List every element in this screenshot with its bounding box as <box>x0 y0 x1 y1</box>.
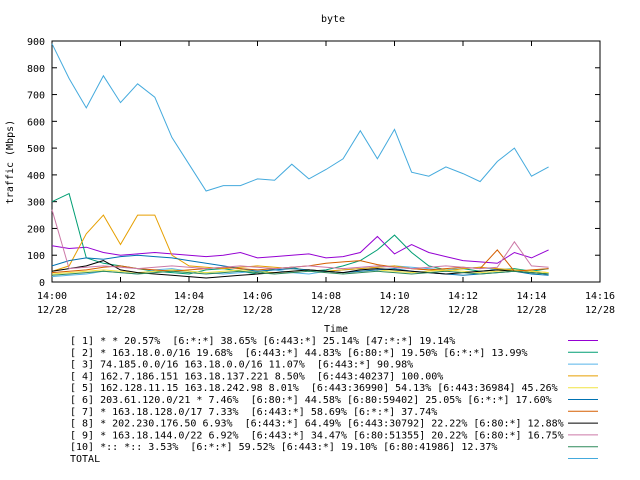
legend: [ 1] * * 20.57% [6:*:*] 38.65% [6:443:*]… <box>70 336 598 465</box>
x-tick-date-label: 12/28 <box>174 305 204 316</box>
y-tick-label: 400 <box>27 171 45 182</box>
y-axis-label: traffic (Mbps) <box>5 120 16 204</box>
legend-label: [ 8] * 202.230.176.50 6.93% [6:443:*] 64… <box>70 419 564 430</box>
x-tick-label: 14:08 <box>311 291 341 302</box>
x-tick-label: 14:06 <box>242 291 272 302</box>
legend-label: [ 5] 162.128.11.15 163.18.242.98 8.01% [… <box>70 383 558 394</box>
x-tick-date-label: 12/28 <box>448 305 478 316</box>
x-tick-date-label: 12/28 <box>379 305 409 316</box>
x-tick-date-label: 12/28 <box>311 305 341 316</box>
chart-title: byte <box>321 14 345 25</box>
y-tick-label: 300 <box>27 198 45 209</box>
y-tick-label: 700 <box>27 91 45 102</box>
legend-label: [ 3] 74.185.0.0/16 163.18.0.0/16 11.07% … <box>70 360 413 371</box>
x-tick-label: 14:14 <box>516 291 546 302</box>
x-tick-label: 14:04 <box>174 291 204 302</box>
series-line-4 <box>51 214 549 274</box>
y-tick-label: 100 <box>27 251 45 262</box>
y-tick-label: 600 <box>27 117 45 128</box>
x-tick-date-label: 12/28 <box>516 305 546 316</box>
x-tick-label: 14:12 <box>448 291 478 302</box>
x-axis-label: Time <box>324 324 348 335</box>
series-line-9 <box>51 209 549 270</box>
legend-label: [ 6] 203.61.120.0/21 * 7.46% [6:80:*] 44… <box>70 395 552 406</box>
x-tick-date-label: 12/28 <box>242 305 272 316</box>
x-tick-date-label: 12/28 <box>585 305 615 316</box>
legend-label: TOTAL <box>70 454 100 465</box>
legend-label: [ 7] * 163.18.128.0/17 7.33% [6:443:*] 5… <box>70 407 437 418</box>
series-line-10 <box>51 270 549 276</box>
legend-label: [ 9] * 163.18.144.0/22 6.92% [6:443:*] 3… <box>70 430 564 441</box>
y-tick-label: 500 <box>27 144 45 155</box>
y-tick-label: 0 <box>39 278 45 289</box>
y-tick-label: 200 <box>27 224 45 235</box>
series-line-11 <box>51 43 549 192</box>
legend-label: [ 2] * 163.18.0.0/16 19.68% [6:443:*] 44… <box>70 348 528 359</box>
series-line-1 <box>51 235 549 264</box>
axes: 0 100 200 300 400 500 600 700 800 900 14:00 12/28 14… <box>27 37 615 316</box>
x-tick-date-label: 12/28 <box>37 305 67 316</box>
x-tick-label: 14:00 <box>37 291 67 302</box>
x-tick-label: 14:10 <box>379 291 409 302</box>
x-tick-date-label: 12/28 <box>105 305 135 316</box>
y-tick-label: 900 <box>27 37 45 48</box>
plot-lines <box>51 43 549 279</box>
legend-label: [ 4] 162.7.186.151 163.18.137.221 8.50% … <box>70 371 443 382</box>
y-tick-label: 800 <box>27 64 45 75</box>
x-tick-label: 14:02 <box>105 291 135 302</box>
series-line-6 <box>51 254 549 276</box>
legend-label: [ 1] * * 20.57% [6:*:*] 38.65% [6:443:*]… <box>70 336 455 347</box>
legend-label: [10] *:: *:: 3.53% [6:*:*] 59.52% [6:443… <box>70 442 497 453</box>
x-tick-label: 14:16 <box>585 291 615 302</box>
